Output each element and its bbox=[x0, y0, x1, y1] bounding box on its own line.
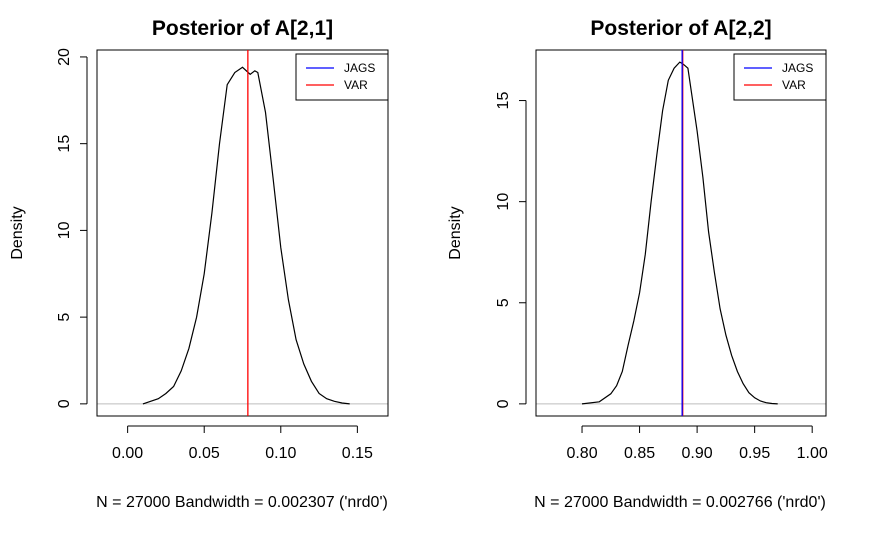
y-tick-label: 0 bbox=[56, 399, 73, 408]
legend-box bbox=[295, 53, 389, 101]
x-tick-label: 0.15 bbox=[342, 445, 373, 462]
legend-label: JAGS bbox=[782, 61, 813, 75]
x-axis-label: N = 27000 Bandwidth = 0.002307 ('nrd0') bbox=[96, 494, 388, 511]
x-axis-label: N = 27000 Bandwidth = 0.002766 ('nrd0') bbox=[534, 494, 826, 511]
density-curve bbox=[581, 61, 778, 405]
y-tick-label: 15 bbox=[495, 92, 512, 110]
x-tick-label: 0.90 bbox=[682, 445, 713, 462]
chart-title: Posterior of A[2,2] bbox=[590, 17, 771, 40]
x-tick-label: 0.85 bbox=[624, 445, 655, 462]
y-axis-label: Density bbox=[447, 206, 464, 259]
legend-label: VAR bbox=[782, 78, 806, 92]
x-tick-label: 0.80 bbox=[566, 445, 597, 462]
y-tick-label: 5 bbox=[56, 313, 73, 322]
legend-label: VAR bbox=[344, 78, 368, 92]
y-tick-label: 10 bbox=[495, 193, 512, 211]
x-tick-label: 0.00 bbox=[112, 445, 143, 462]
plot-frame bbox=[96, 49, 389, 417]
plot-frame bbox=[535, 49, 827, 417]
x-tick-label: 1.00 bbox=[797, 445, 828, 462]
y-tick-label: 20 bbox=[56, 48, 73, 66]
y-tick-label: 0 bbox=[495, 399, 512, 408]
panel-a21: Posterior of A[2,1] 0.00 0.05 0.10 0.15 0 5 10 1… bbox=[9, 17, 389, 511]
legend-label: JAGS bbox=[344, 61, 375, 75]
y-tick-label: 15 bbox=[56, 135, 73, 153]
chart-title: Posterior of A[2,1] bbox=[152, 17, 333, 40]
x-tick-label: 0.10 bbox=[265, 445, 296, 462]
legend-box bbox=[733, 53, 827, 101]
y-tick-label: 5 bbox=[495, 298, 512, 307]
y-axis-label: Density bbox=[9, 206, 26, 259]
y-tick-label: 10 bbox=[56, 221, 73, 239]
density-curve bbox=[142, 66, 350, 405]
x-tick-label: 0.05 bbox=[189, 445, 220, 462]
panel-a22: Posterior of A[2,2] 0.80 0.85 0.90 0.95 1.00 0… bbox=[447, 17, 828, 511]
x-tick-label: 0.95 bbox=[739, 445, 770, 462]
